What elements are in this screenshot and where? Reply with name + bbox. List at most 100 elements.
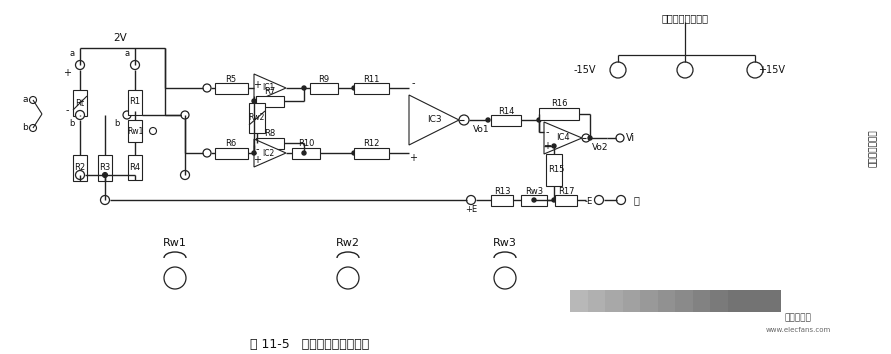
Text: 2V: 2V (113, 33, 127, 43)
Text: +15V: +15V (758, 65, 785, 75)
Text: +: + (543, 141, 551, 151)
Circle shape (76, 110, 85, 120)
Text: R4: R4 (129, 162, 141, 171)
Bar (555, 195, 577, 206)
Text: R5: R5 (225, 74, 237, 84)
Circle shape (552, 198, 556, 202)
Text: -E: -E (584, 196, 593, 206)
Text: www.elecfans.com: www.elecfans.com (765, 327, 830, 333)
Circle shape (76, 61, 85, 69)
Circle shape (486, 118, 490, 122)
Circle shape (302, 151, 306, 155)
Circle shape (352, 151, 356, 155)
Bar (249, 103, 265, 133)
Bar (292, 148, 320, 159)
Bar (605, 290, 624, 312)
Circle shape (747, 62, 763, 78)
Text: R1: R1 (129, 97, 141, 107)
Bar (521, 195, 547, 206)
Circle shape (617, 195, 625, 205)
Text: R7: R7 (265, 87, 275, 97)
Bar (710, 290, 729, 312)
Polygon shape (544, 122, 582, 154)
Text: +: + (253, 80, 261, 90)
Text: IC3: IC3 (427, 115, 441, 125)
Bar (539, 108, 579, 120)
Text: Rw2: Rw2 (248, 114, 265, 122)
Circle shape (610, 62, 626, 78)
Bar (215, 83, 248, 94)
Text: R10: R10 (298, 139, 315, 148)
Text: -: - (412, 78, 414, 88)
Circle shape (532, 198, 536, 202)
Text: b: b (114, 119, 119, 127)
Bar (73, 155, 87, 181)
Circle shape (552, 144, 556, 148)
Bar (128, 90, 142, 115)
Bar (354, 148, 389, 159)
Circle shape (130, 171, 140, 179)
Bar (546, 154, 562, 186)
Text: Vi: Vi (625, 133, 634, 143)
Circle shape (181, 111, 189, 119)
Text: 电子发烧友: 电子发烧友 (785, 314, 812, 322)
Circle shape (101, 195, 110, 205)
Text: R9: R9 (318, 74, 330, 84)
Bar (256, 138, 284, 149)
Bar (128, 120, 142, 142)
Text: +E: +E (465, 206, 477, 215)
Text: R17: R17 (558, 187, 575, 195)
Bar (570, 290, 588, 312)
Text: R13: R13 (494, 187, 511, 195)
Circle shape (130, 61, 140, 69)
Text: R12: R12 (363, 139, 380, 148)
Text: -: - (65, 105, 69, 115)
Text: a: a (69, 48, 75, 57)
Circle shape (252, 99, 256, 103)
Bar (310, 83, 338, 94)
Text: R14: R14 (498, 107, 514, 115)
Circle shape (252, 151, 256, 155)
Text: Vo2: Vo2 (592, 143, 609, 153)
Text: 接主控箱数显表: 接主控箱数显表 (869, 129, 878, 167)
Text: Rw3: Rw3 (493, 238, 517, 248)
Bar (727, 290, 746, 312)
Circle shape (203, 84, 211, 92)
Text: Vo1: Vo1 (473, 126, 489, 135)
Circle shape (337, 267, 359, 289)
Circle shape (123, 111, 131, 119)
Circle shape (537, 118, 541, 122)
Circle shape (181, 171, 190, 179)
Bar (215, 148, 248, 159)
Circle shape (582, 134, 590, 142)
Circle shape (164, 267, 186, 289)
Text: +: + (63, 68, 71, 78)
Bar (623, 290, 641, 312)
Bar (640, 290, 658, 312)
Circle shape (76, 171, 85, 179)
Text: R16: R16 (551, 99, 568, 108)
Circle shape (255, 141, 259, 145)
Circle shape (459, 115, 469, 125)
Bar (354, 83, 389, 94)
Text: a: a (22, 96, 28, 104)
Text: Rw1: Rw1 (163, 238, 187, 248)
Text: +: + (253, 155, 261, 165)
Bar (675, 290, 693, 312)
Text: Rw1: Rw1 (127, 126, 143, 136)
Polygon shape (254, 74, 286, 102)
Circle shape (588, 136, 592, 140)
Bar (98, 155, 112, 181)
Text: -: - (545, 127, 549, 137)
Bar (587, 290, 606, 312)
Circle shape (302, 86, 306, 90)
Circle shape (29, 97, 37, 103)
Text: IC2: IC2 (262, 148, 274, 158)
Polygon shape (409, 95, 459, 145)
Circle shape (102, 172, 108, 177)
Text: +: + (409, 153, 417, 163)
Text: 地: 地 (634, 195, 639, 205)
Polygon shape (254, 139, 286, 167)
Bar (658, 290, 676, 312)
Circle shape (150, 127, 157, 135)
